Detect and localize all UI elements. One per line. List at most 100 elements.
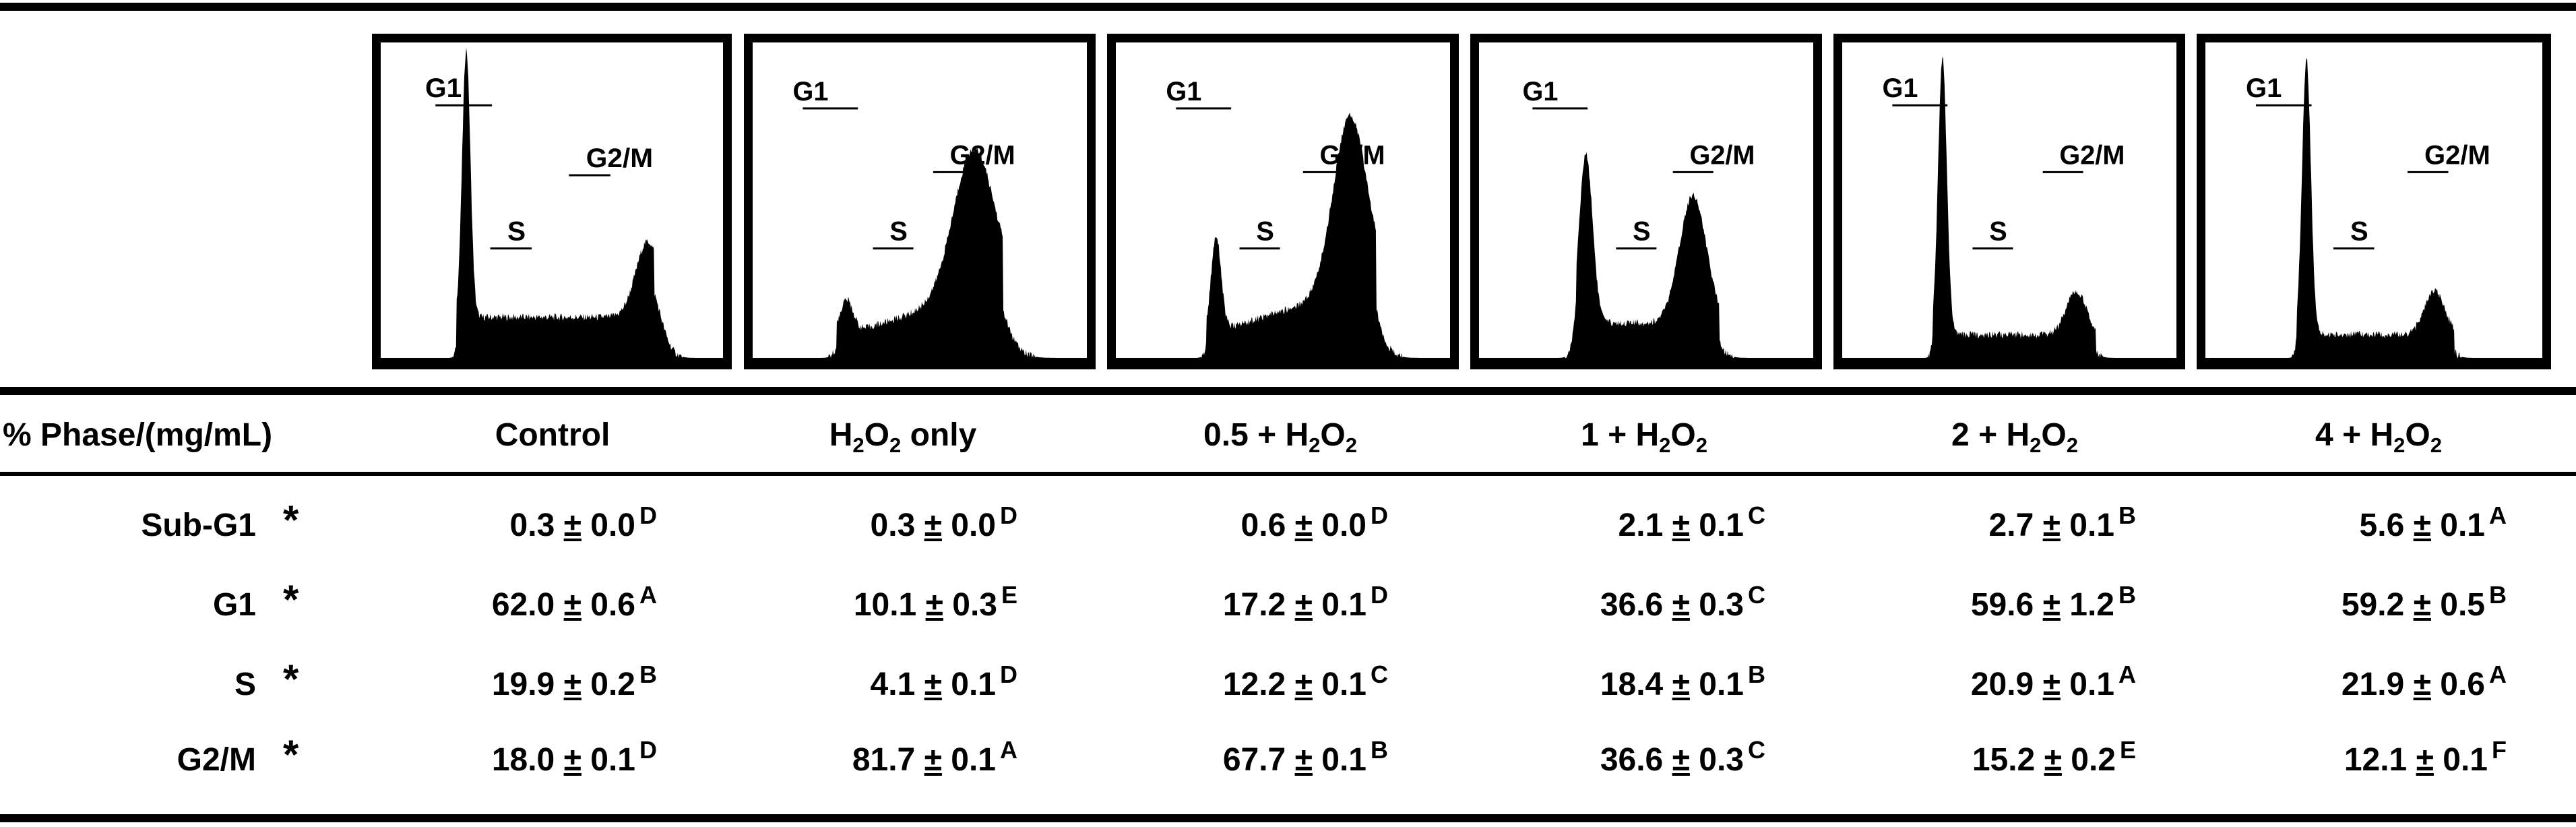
table-cell: 36.6 ± 0.3 C — [1600, 583, 1765, 623]
table-header-1-h2o2: 1 + H2O2 — [1581, 417, 1707, 457]
cell-sd: 0.1 — [2433, 742, 2488, 778]
cell-sd: 0.3 — [943, 587, 997, 623]
cell-sd: 0.1 — [941, 742, 996, 778]
phase-label-s: S — [1256, 216, 1274, 246]
cell-mean: 2.7 — [1988, 508, 2043, 543]
table-header-h2o2-only: H2O2 only — [829, 417, 977, 457]
table-cell: 4.1 ± 0.1 D — [871, 663, 1017, 703]
phase-label-s: S — [2350, 217, 2368, 247]
cell-sd: 0.5 — [2430, 587, 2485, 623]
table-cell: 17.2 ± 0.1 D — [1223, 583, 1388, 623]
significance-letter: A — [2489, 661, 2507, 688]
cell-mean: 0.6 — [1240, 508, 1295, 543]
significance-mark: * — [283, 497, 299, 543]
plus-minus: ± — [1672, 587, 1690, 623]
histogram-area — [2205, 58, 2542, 361]
phase-label-g2m: G2/M — [950, 140, 1015, 170]
cell-mean: 10.1 — [853, 587, 926, 623]
plus-minus: ± — [1672, 508, 1690, 543]
table-cell: 20.9 ± 0.1 A — [1971, 663, 2136, 703]
cell-sd: 0.3 — [1689, 742, 1744, 778]
significance-letter: B — [2489, 581, 2507, 609]
cell-sd: 0.0 — [581, 508, 635, 543]
phase-label-s: S — [1633, 216, 1650, 246]
cell-sd: 1.2 — [2060, 587, 2114, 623]
significance-letter: C — [1748, 581, 1765, 609]
histogram-plot: G1 S G2/M — [2205, 58, 2542, 361]
plus-minus: ± — [924, 508, 942, 543]
plus-minus: ± — [1294, 742, 1313, 778]
table-cell: 10.1 ± 0.3 E — [853, 583, 1017, 623]
phase-label-g2m: G2/M — [1689, 140, 1755, 170]
plus-minus: ± — [1672, 667, 1690, 702]
cell-sd: 0.1 — [1312, 667, 1366, 702]
table-cell: 2.1 ± 0.1 C — [1618, 503, 1765, 544]
cell-mean: 59.2 — [2341, 587, 2414, 623]
significance-letter: A — [2489, 501, 2507, 529]
table-cell: 19.9 ± 0.2 B — [491, 663, 657, 703]
histogram-area — [1479, 152, 1813, 361]
table-header-2-h2o2: 2 + H2O2 — [1951, 417, 2078, 457]
histogram-plot: G1 S G2/M — [381, 47, 723, 361]
cell-sd: 0.6 — [581, 587, 635, 623]
significance-letter: D — [639, 736, 657, 764]
table-cell: 62.0 ± 0.6 A — [491, 583, 657, 623]
significance-letter: E — [1001, 581, 1017, 609]
significance-letter: D — [1000, 501, 1017, 529]
row-label: G2/M — [177, 742, 256, 778]
phase-label-g2m: G2/M — [2424, 140, 2490, 170]
cell-mean: 15.2 — [1972, 742, 2044, 778]
plus-minus: ± — [563, 508, 582, 543]
cell-mean: 19.9 — [491, 667, 564, 702]
table-cell: 0.3 ± 0.0 D — [871, 503, 1017, 544]
plus-minus: ± — [924, 667, 942, 702]
plus-minus: ± — [1672, 742, 1690, 778]
plus-minus: ± — [1294, 508, 1313, 543]
phase-label-g2m: G2/M — [2059, 140, 2125, 170]
cell-mean: 36.6 — [1600, 742, 1672, 778]
plus-minus: ± — [924, 742, 942, 778]
histogram-area — [753, 146, 1087, 361]
cell-sd: 0.1 — [1689, 667, 1744, 702]
table-cell: 81.7 ± 0.1 A — [852, 738, 1017, 778]
significance-letter: B — [1748, 661, 1765, 688]
cell-mean: 0.3 — [509, 508, 564, 543]
row-label: S — [234, 667, 256, 702]
significance-letter: B — [2118, 501, 2136, 529]
plus-minus: ± — [563, 742, 582, 778]
cell-mean: 2.1 — [1618, 508, 1672, 543]
plus-minus: ± — [2413, 587, 2431, 623]
plus-minus: ± — [2042, 508, 2061, 543]
table-cell: 0.3 ± 0.0 D — [509, 503, 657, 544]
significance-letter: A — [2118, 661, 2136, 688]
table-cell: 2.7 ± 0.1 B — [1988, 503, 2136, 544]
table-cell: 36.6 ± 0.3 C — [1600, 738, 1765, 778]
table-cell: 0.6 ± 0.0 D — [1240, 503, 1388, 544]
cell-sd: 0.1 — [1312, 587, 1366, 623]
histogram-panel-2-h2o2: G1 S G2/M — [1833, 34, 2185, 369]
table-header-0-5-h2o2: 0.5 + H2O2 — [1203, 417, 1357, 457]
significance-letter: D — [639, 501, 657, 529]
cell-mean: 18.0 — [491, 742, 564, 778]
table-cell: 21.9 ± 0.6 A — [2342, 663, 2507, 703]
cell-mean: 36.6 — [1600, 587, 1672, 623]
histogram-panel-1-h2o2: G1 S G2/M — [1470, 34, 1822, 369]
significance-letter: E — [2119, 736, 2136, 764]
significance-letter: A — [639, 581, 657, 609]
cell-sd: 0.1 — [2060, 667, 2114, 702]
significance-letter: C — [1748, 501, 1765, 529]
phase-label-g1: G1 — [793, 77, 829, 106]
significance-letter: B — [2118, 581, 2136, 609]
cell-sd: 0.1 — [2430, 508, 2485, 543]
cell-mean: 62.0 — [491, 587, 564, 623]
plus-minus: ± — [925, 587, 943, 623]
row-label: G1 — [212, 587, 256, 623]
plus-minus: ± — [563, 587, 582, 623]
row-label: Sub-G1 — [141, 508, 256, 543]
histogram-panel-h2o2-only: G1 S G2/M — [744, 34, 1096, 369]
significance-letter: A — [1000, 736, 1017, 764]
plus-minus: ± — [1294, 587, 1313, 623]
bottom-rule — [0, 814, 2576, 822]
histogram-plot: G1 S G2/M — [1116, 77, 1450, 361]
phase-label-g1: G1 — [1522, 77, 1558, 106]
